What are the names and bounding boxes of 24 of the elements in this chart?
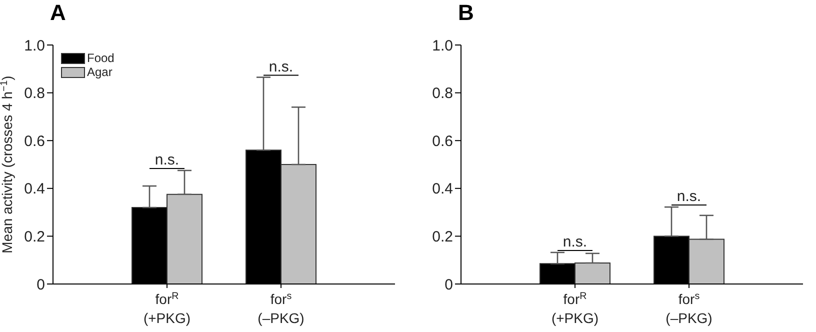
y-tick-label: 0.8 xyxy=(432,85,453,102)
y-tick-label: 0.4 xyxy=(432,180,453,198)
y-tick-label: 0.4 xyxy=(24,180,45,198)
legend-label: Food xyxy=(87,51,114,65)
x-tick-label: for$^{s}$ (–PKG) xyxy=(666,290,712,326)
y-tick-label: 1.0 xyxy=(432,37,453,54)
y-tick-label: 0.2 xyxy=(432,228,453,246)
annotation: n.s. xyxy=(676,188,702,206)
y-tick-label: 1.0 xyxy=(24,37,45,54)
chart-title: B xyxy=(458,0,474,26)
legend-label: Agar xyxy=(87,65,112,79)
y-tick-label: 0 xyxy=(36,276,45,294)
x-tick-label: for$^{s}$ (–PKG) xyxy=(258,290,304,326)
annotation: n.s. xyxy=(562,233,588,250)
x-tick-label: for$^{R}$ (+PKG) xyxy=(551,290,599,326)
annotation: n.s. xyxy=(268,58,294,76)
y-tick-label: 0 xyxy=(444,276,453,294)
annotation: n.s. xyxy=(154,151,180,168)
y-tick-label: 0.6 xyxy=(24,132,45,150)
y-tick-label: 0.8 xyxy=(24,85,45,102)
x-tick-label: for$^{R}$ (+PKG) xyxy=(143,290,191,326)
chart-title: A xyxy=(50,0,66,26)
y-tick-label: 0.2 xyxy=(24,228,45,246)
y-tick-label: 0.6 xyxy=(432,132,453,150)
